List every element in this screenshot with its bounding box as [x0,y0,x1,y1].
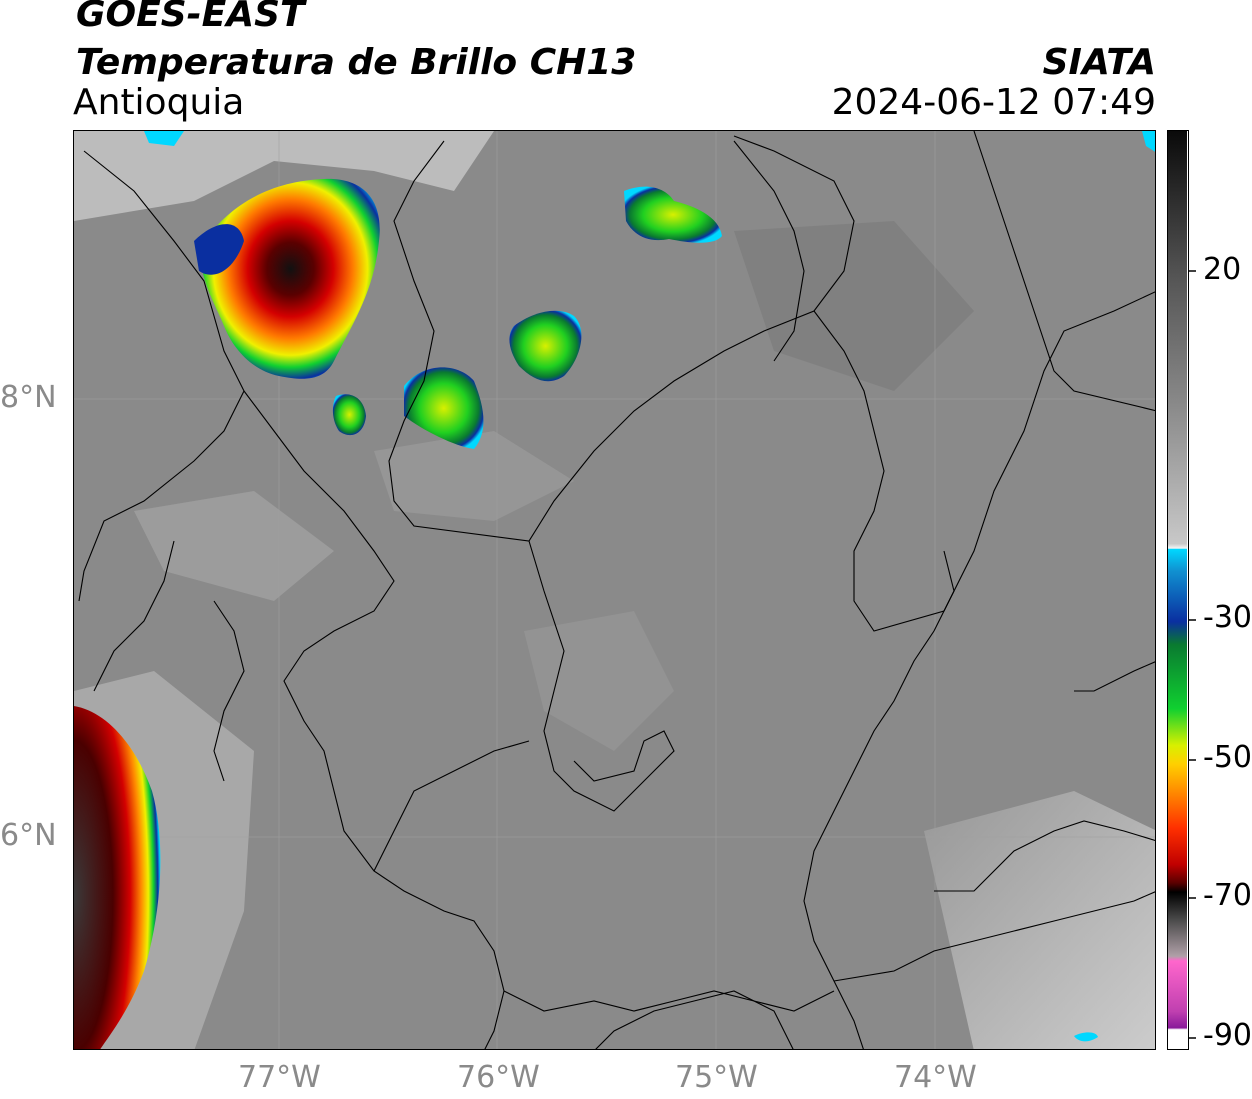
admin-boundaries [78,131,1155,1049]
map-canvas [74,131,1155,1049]
storm-cell-small [332,394,366,436]
warm-area-north-east [734,221,974,391]
lat-label-6n: 6°N [0,818,57,853]
colorbar-tick-minus50: -50 [1203,740,1252,775]
colorbar-tick-minus70: -70 [1203,878,1252,913]
cold-spot-northeast [1142,131,1155,152]
lon-label-74w: 74°W [894,1060,977,1095]
region-title: Antioquia [73,82,245,123]
graticule [74,131,1155,1049]
storm-cell-north [624,186,722,243]
cold-spot-southeast [1074,1032,1098,1042]
cloud-field-center-north [374,431,574,521]
lon-label-76w: 76°W [457,1060,540,1095]
storm-cell-uraba [201,178,380,379]
storm-cell-fringe [194,224,244,275]
satellite-title: GOES-EAST [76,0,305,35]
cloud-field-center [524,611,674,751]
colorbar-gradient [1168,131,1187,1048]
colorbar-ticks [1189,270,1196,1039]
storm-cell-central-2 [509,310,582,382]
storm-cell-pacific [74,706,161,1049]
timestamp: 2024-06-12 07:49 [831,82,1156,123]
agency-title: SIATA [1042,42,1156,83]
colorbar-tick-minus90: -90 [1203,1018,1252,1053]
lon-label-75w: 75°W [675,1060,758,1095]
lat-label-8n: 8°N [0,380,57,415]
cloud-field-mid-west [134,491,334,601]
satellite-map[interactable] [73,130,1156,1050]
colorbar [1167,130,1189,1050]
colorbar-tick-minus30: -30 [1203,600,1252,635]
cloud-field-north [74,131,494,221]
storm-cell-central-1 [404,367,484,449]
lon-label-77w: 77°W [238,1060,321,1095]
cloud-field-southeast [924,791,1155,1049]
cold-spot-north [144,131,184,146]
product-title: Temperatura de Brillo CH13 [76,42,637,83]
colorbar-tick-20: 20 [1203,252,1242,287]
